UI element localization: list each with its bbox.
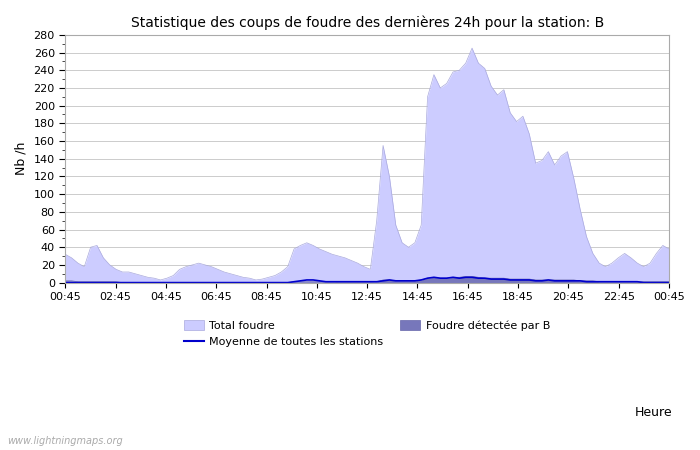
Text: www.lightningmaps.org: www.lightningmaps.org — [7, 436, 122, 446]
Legend: Total foudre, Moyenne de toutes les stations, Foudre détectée par B: Total foudre, Moyenne de toutes les stat… — [179, 315, 554, 351]
Title: Statistique des coups de foudre des dernières 24h pour la station: B: Statistique des coups de foudre des dern… — [130, 15, 604, 30]
Y-axis label: Nb /h: Nb /h — [15, 142, 28, 176]
Text: Heure: Heure — [634, 405, 672, 418]
